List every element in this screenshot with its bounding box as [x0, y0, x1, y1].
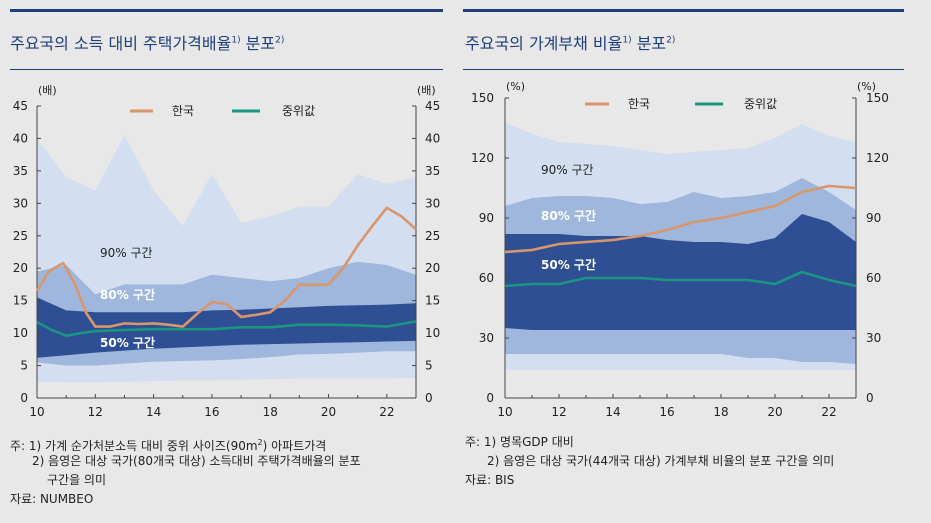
top-accent-bar: [10, 9, 443, 12]
x-tick-label: 16: [204, 405, 219, 419]
legend-label-korea: 한국: [172, 104, 194, 118]
y-tick-label-right: 0: [425, 391, 433, 405]
y-unit-right: (%): [857, 80, 876, 93]
y-tick-label-right: 30: [425, 196, 440, 210]
y-tick-label-right: 10: [425, 326, 440, 340]
x-tick-label: 22: [821, 405, 836, 419]
y-tick-label-right: 20: [425, 261, 440, 275]
legend-label-median: 중위값: [744, 97, 777, 111]
y-tick-label-left: 45: [13, 99, 28, 113]
y-tick-label-right: 90: [866, 211, 881, 225]
chart-title: 주요국의 가계부채 비율1) 분포2): [465, 34, 676, 53]
series-median-line: [504, 270, 857, 288]
y-tick-label-right: 150: [866, 91, 889, 105]
title-divider: [463, 69, 904, 70]
band-50-area: [505, 214, 856, 330]
x-tick-label: 12: [551, 405, 566, 419]
x-tick-label: 14: [605, 405, 620, 419]
y-tick-label-right: 40: [425, 131, 440, 145]
x-tick-label: 16: [659, 405, 674, 419]
y-tick-label-left: 20: [13, 261, 28, 275]
chart-title: 주요국의 소득 대비 주택가격배율1) 분포2): [10, 34, 285, 53]
chart-notes: 주: 1) 가계 순가처분소득 대비 중위 사이즈(90m2) 아파트가격 2)…: [10, 433, 361, 509]
y-unit-left: (%): [506, 80, 525, 93]
x-tick-label: 18: [263, 405, 278, 419]
legend-label-median: 중위값: [282, 104, 315, 118]
x-tick-label: 22: [379, 405, 394, 419]
note-1: 주: 1) 명목GDP 대비: [465, 435, 574, 449]
y-tick-label-left: 60: [479, 271, 494, 285]
y-tick-label-left: 30: [479, 331, 494, 345]
y-tick-label-left: 40: [13, 131, 28, 145]
series-median-line: [36, 320, 417, 337]
note-2: 2) 음영은 대상 국가(44개국 대상) 가계부채 비율의 분포 구간을 의미: [487, 454, 835, 468]
note-2-cont: 구간을 의미: [47, 473, 107, 487]
y-tick-label-left: 5: [20, 359, 28, 373]
source: 자료: NUMBEO: [10, 492, 94, 506]
y-tick-label-right: 0: [866, 391, 874, 405]
chart-notes: 주: 1) 명목GDP 대비 2) 음영은 대상 국가(44개국 대상) 가계부…: [465, 433, 834, 490]
x-tick-label: 12: [88, 405, 103, 419]
y-tick-label-right: 25: [425, 229, 440, 243]
x-tick-label: 20: [321, 405, 336, 419]
band-label-2: 50% 구간: [541, 257, 596, 272]
band-label-0: 90% 구간: [541, 163, 594, 177]
y-tick-label-right: 5: [425, 359, 433, 373]
y-tick-label-left: 15: [13, 294, 28, 308]
x-tick-label: 18: [713, 405, 728, 419]
y-tick-label-left: 0: [486, 391, 494, 405]
band-label-1: 80% 구간: [541, 208, 596, 223]
y-tick-label-left: 90: [479, 211, 494, 225]
y-tick-label-right: 60: [866, 271, 881, 285]
y-tick-label-left: 25: [13, 229, 28, 243]
note-2: 2) 음영은 대상 국가(80개국 대상) 소득대비 주택가격배율의 분포: [32, 454, 361, 468]
band-label-1: 80% 구간: [100, 287, 155, 302]
y-tick-label-left: 35: [13, 164, 28, 178]
legend-label-korea: 한국: [628, 97, 650, 111]
y-tick-label-right: 120: [866, 151, 889, 165]
x-tick-label: 14: [146, 405, 161, 419]
note-1: 주: 1) 가계 순가처분소득 대비 중위 사이즈(90m2) 아파트가격: [10, 438, 327, 453]
y-tick-label-left: 150: [471, 91, 494, 105]
top-accent-bar: [463, 9, 904, 12]
household-debt-ratio-chart: 0 0 30 30 60 60 90 90 120 120 150 150 10 12 14 16 18 20 22…: [471, 80, 889, 419]
y-unit-right: (배): [417, 84, 436, 97]
source: 자료: BIS: [465, 473, 515, 487]
band-label-2: 50% 구간: [100, 335, 155, 350]
series-korea-line: [35, 206, 417, 328]
y-tick-label-left: 30: [13, 196, 28, 210]
y-tick-label-right: 45: [425, 99, 440, 113]
y-unit-left: (배): [38, 84, 57, 97]
y-tick-label-right: 35: [425, 164, 440, 178]
y-tick-label-right: 15: [425, 294, 440, 308]
y-tick-label-right: 30: [866, 331, 881, 345]
housing-price-ratio-chart: 0 0 5 5 10 10 15 15 20 20 25 25 30 30 35 35 40 40 45 45 10 12…: [13, 84, 441, 419]
y-tick-label-left: 10: [13, 326, 28, 340]
series-korea-line: [504, 184, 857, 254]
x-tick-label: 10: [29, 405, 44, 419]
y-tick-label-left: 120: [471, 151, 494, 165]
x-tick-label: 10: [497, 405, 512, 419]
y-tick-label-left: 0: [20, 391, 28, 405]
title-divider: [10, 69, 443, 70]
band-label-0: 90% 구간: [100, 246, 153, 260]
x-tick-label: 20: [767, 405, 782, 419]
